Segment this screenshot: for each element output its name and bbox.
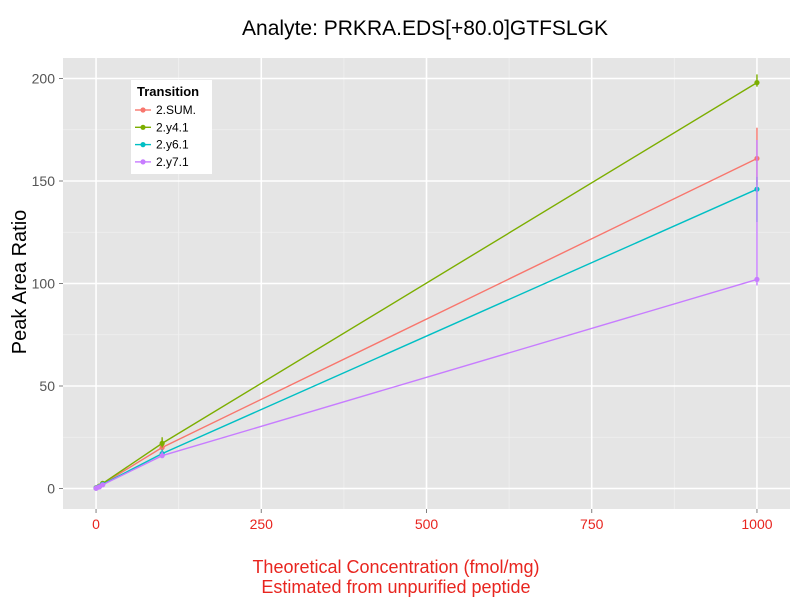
x-tick-label: 250 <box>250 516 274 532</box>
y-axis-label: Peak Area Ratio <box>9 210 31 355</box>
data-point-2-y7-1 <box>100 482 106 488</box>
y-tick-label: 50 <box>39 378 55 394</box>
x-axis-label-line2: Estimated from unpurified peptide <box>261 577 530 597</box>
data-point-2-y4-1 <box>159 440 165 446</box>
legend-label-2-y6-1: 2.y6.1 <box>156 138 189 152</box>
x-tick-label: 500 <box>415 516 439 532</box>
legend-key-point-2-y7-1 <box>140 159 146 165</box>
y-tick-label: 200 <box>32 71 56 87</box>
x-tick-label: 0 <box>92 516 100 532</box>
y-tick-label: 0 <box>47 481 55 497</box>
y-tick-label: 100 <box>32 276 56 292</box>
y-axis-ticks: 0 50 100 150 200 <box>32 71 63 497</box>
chart-title: Analyte: PRKRA.EDS[+80.0]GTFSLGK <box>242 17 608 40</box>
legend-key-point-2-sum <box>140 107 146 113</box>
x-tick-label: 1000 <box>741 516 772 532</box>
series-layer <box>93 74 760 491</box>
legend-title: Transition <box>137 84 199 99</box>
legend-label-2-y7-1: 2.y7.1 <box>156 155 189 169</box>
legend-label-2-y4-1: 2.y4.1 <box>156 120 189 134</box>
x-axis-ticks: 0 250 500 750 1000 <box>92 509 773 532</box>
y-tick-label: 150 <box>32 173 56 189</box>
legend-items: 2.SUM. 2.y4.1 2.y6.1 2.y7.1 <box>135 103 196 169</box>
x-tick-label: 750 <box>580 516 604 532</box>
legend-key-point-2-y4-1 <box>140 124 146 130</box>
legend-label-2-sum: 2.SUM. <box>156 103 196 117</box>
data-point-2-y4-1 <box>754 80 760 86</box>
data-point-2-y7-1 <box>754 276 760 282</box>
legend-key-point-2-y6-1 <box>140 142 146 148</box>
data-point-2-y7-1 <box>159 453 165 459</box>
x-axis-label-line1: Theoretical Concentration (fmol/mg) <box>252 557 539 577</box>
legend: Transition 2.SUM. 2.y4.1 2.y6.1 2.y7.1 <box>131 80 212 174</box>
